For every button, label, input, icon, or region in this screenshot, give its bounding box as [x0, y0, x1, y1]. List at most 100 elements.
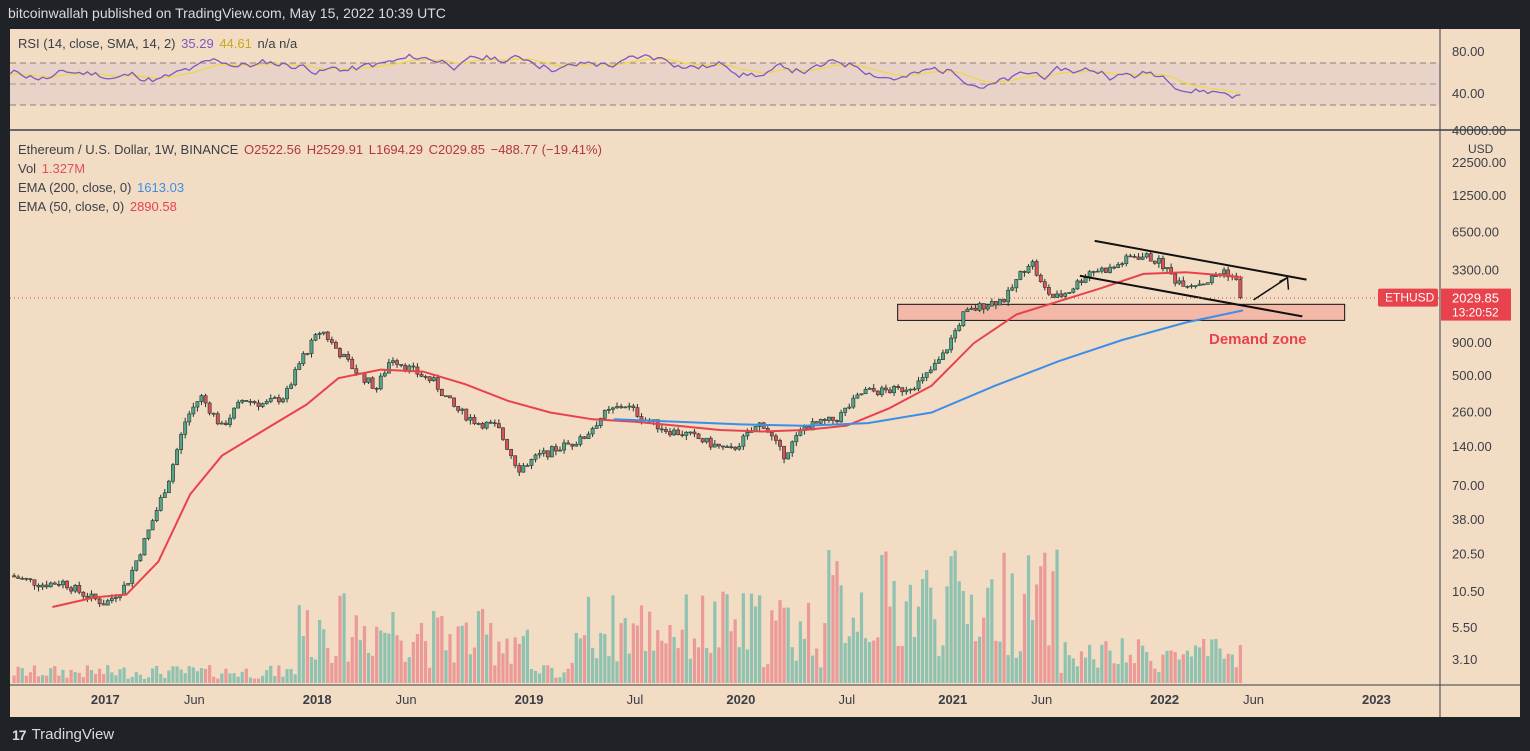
- candle: [187, 413, 192, 423]
- candle: [472, 417, 477, 425]
- candle: [195, 401, 200, 408]
- volume-bar: [566, 668, 570, 683]
- volume-bar: [252, 678, 257, 683]
- candle: [973, 307, 978, 311]
- volume-bar: [574, 632, 578, 683]
- volume-bar: [949, 556, 953, 683]
- volume-bar: [61, 669, 65, 683]
- candle: [276, 397, 281, 403]
- volume-bar: [737, 647, 741, 683]
- price-tick: 40000.00: [1452, 123, 1506, 138]
- candle: [468, 417, 473, 421]
- volume-bar: [868, 642, 872, 683]
- volume-bar: [289, 669, 293, 683]
- candle: [444, 395, 448, 398]
- candle: [859, 393, 864, 396]
- volume-bar: [969, 594, 974, 683]
- volume-bar: [1132, 663, 1137, 683]
- volume-bar: [798, 621, 802, 683]
- candle: [635, 407, 640, 417]
- candle: [1099, 267, 1104, 272]
- volume-bar: [106, 665, 110, 683]
- candle: [329, 339, 334, 343]
- candle: [1010, 287, 1015, 291]
- candle: [521, 465, 526, 473]
- volume-bar: [195, 671, 200, 683]
- candle: [1144, 253, 1149, 258]
- candlestick-series: [12, 251, 1243, 607]
- time-tick: Jul: [627, 692, 644, 707]
- rsi-legend: RSI (14, close, SMA, 14, 2) 35.29 44.61 …: [18, 36, 299, 51]
- candle: [566, 442, 571, 445]
- volume-bar: [1100, 644, 1104, 683]
- candle: [1226, 269, 1231, 278]
- volume-bar: [383, 632, 387, 683]
- volume-bar: [1120, 638, 1124, 683]
- volume-bar: [619, 623, 623, 683]
- volume-bar: [1030, 620, 1035, 683]
- volume-bar: [395, 635, 399, 683]
- ohlc-close: C2029.85: [428, 142, 485, 157]
- candle: [769, 432, 774, 437]
- candle: [708, 437, 713, 448]
- volume-bar: [770, 610, 774, 683]
- candle: [786, 452, 791, 460]
- candle: [611, 407, 615, 410]
- volume-bar: [1088, 644, 1092, 683]
- volume-bar: [892, 581, 896, 683]
- candle: [162, 492, 167, 498]
- arrow-shaft: [1253, 277, 1288, 301]
- candle: [203, 395, 208, 404]
- volume-bar: [228, 673, 232, 683]
- volume-bar: [758, 595, 762, 683]
- candle: [1209, 275, 1214, 283]
- volume-bar: [159, 673, 163, 683]
- volume-bar: [888, 606, 892, 683]
- candle: [211, 412, 216, 415]
- candle: [403, 364, 408, 371]
- candle: [69, 587, 74, 592]
- candle: [378, 375, 383, 390]
- volume-bar: [497, 641, 501, 683]
- symbol-tag-text: ETHUSD: [1385, 291, 1435, 305]
- volume-bar: [912, 636, 917, 683]
- candle: [875, 390, 880, 396]
- candle: [12, 575, 16, 578]
- rsi-tick: 80.00: [1452, 44, 1485, 59]
- candle: [374, 388, 379, 390]
- volume-bar: [236, 676, 240, 683]
- candle: [1173, 273, 1178, 284]
- candle: [904, 389, 909, 393]
- candle: [488, 421, 493, 424]
- candle: [166, 480, 171, 494]
- candle: [867, 387, 872, 390]
- volume-bar: [501, 653, 505, 683]
- volume-bar: [309, 656, 314, 683]
- volume-bar: [664, 643, 668, 683]
- volume-bar: [130, 676, 134, 683]
- candle: [725, 446, 729, 448]
- volume-bar: [929, 587, 933, 683]
- volume-bar: [146, 677, 151, 683]
- volume-bar: [1075, 666, 1080, 683]
- volume-bar: [318, 620, 322, 683]
- candle: [835, 420, 839, 423]
- volume-bar: [688, 658, 692, 683]
- volume-bar: [1059, 672, 1063, 683]
- candle: [590, 428, 595, 435]
- rsi-tick: 40.00: [1452, 86, 1485, 101]
- volume-bar: [216, 678, 220, 683]
- candle: [1042, 281, 1047, 288]
- candle: [737, 445, 742, 450]
- rsi-sma-line: [9, 58, 1241, 94]
- volume-bar: [322, 629, 326, 683]
- volume-bar: [464, 622, 468, 683]
- candle: [1091, 271, 1096, 273]
- candle: [484, 421, 489, 429]
- candle: [44, 584, 49, 588]
- ema200-line: [613, 309, 1244, 427]
- volume-bar: [379, 630, 383, 683]
- footer-brand[interactable]: 17 TradingView: [12, 726, 114, 743]
- candle: [305, 353, 310, 355]
- candle: [219, 422, 224, 425]
